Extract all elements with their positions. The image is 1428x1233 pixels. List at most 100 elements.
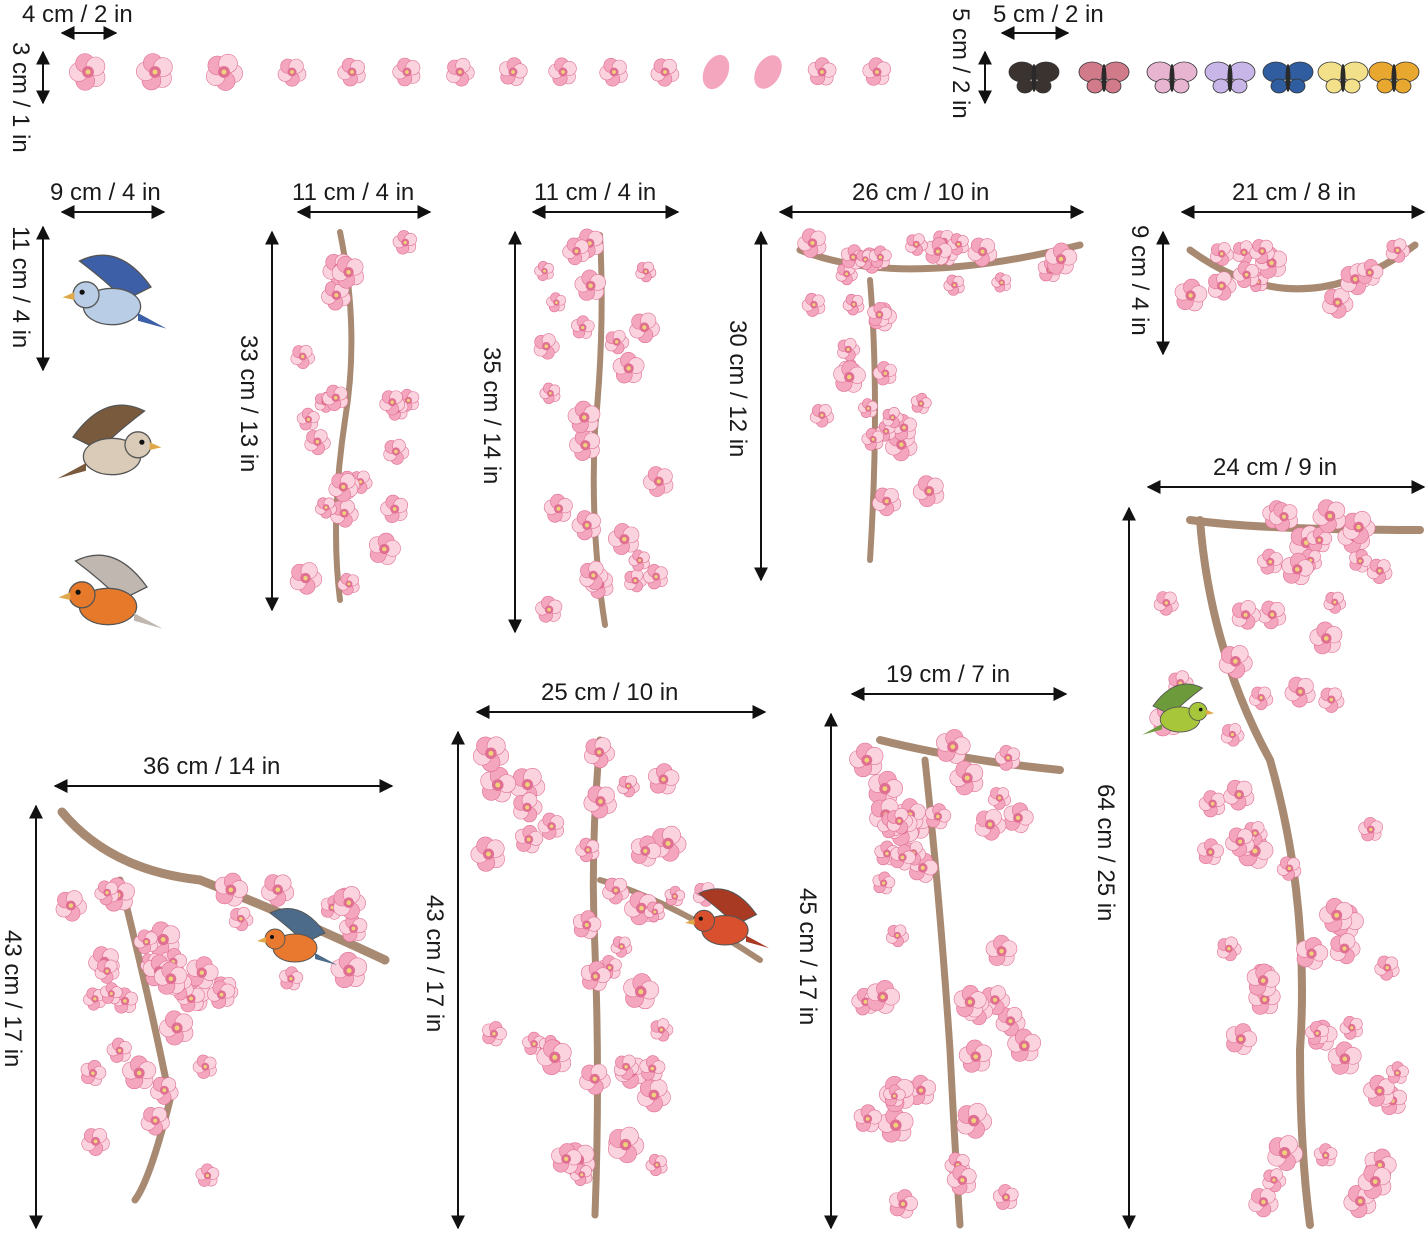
- blossom: [635, 261, 657, 283]
- blossom: [535, 595, 563, 623]
- blossom: [80, 1060, 107, 1086]
- blossom: [861, 427, 884, 451]
- blossom: [1174, 278, 1208, 312]
- loose-petal: [702, 54, 730, 90]
- blossom: [509, 768, 546, 803]
- blossom: [866, 979, 900, 1014]
- blossom: [579, 1063, 611, 1095]
- blossom: [801, 292, 826, 317]
- blossom: [849, 742, 884, 778]
- blossom: [192, 1054, 217, 1079]
- blossom: [877, 1106, 914, 1143]
- blossom: [111, 987, 139, 1014]
- blossom: [575, 837, 600, 863]
- blossom: [624, 568, 648, 593]
- blossom: [607, 1126, 645, 1164]
- blossom: [330, 951, 368, 988]
- blossom: [279, 966, 304, 991]
- blossom: [1349, 549, 1373, 573]
- blossom: [579, 560, 609, 591]
- bird-stickers: [57, 254, 1215, 965]
- blossom: [1262, 1168, 1287, 1193]
- blossom: [991, 272, 1012, 293]
- blossom: [628, 549, 650, 572]
- blossom: [1296, 937, 1329, 970]
- butterfly-icon: [1317, 61, 1369, 94]
- butterfly-icon: [1204, 61, 1256, 94]
- blossom: [304, 429, 331, 456]
- blossom: [905, 233, 928, 256]
- blossom: [890, 844, 916, 871]
- blossom: [1322, 287, 1354, 319]
- blossom: [1363, 1074, 1395, 1107]
- blossom: [140, 1106, 170, 1136]
- blossom: [872, 361, 897, 386]
- blossom: [537, 812, 565, 840]
- petals-width-label: 4 cm / 2 in: [22, 1, 133, 28]
- blossom: [1329, 933, 1361, 965]
- blossom: [383, 438, 410, 465]
- blossom: [613, 1054, 639, 1080]
- blossom: [1257, 548, 1283, 575]
- blossom: [513, 792, 543, 823]
- blossom: [514, 825, 544, 854]
- branch-stem: [1196, 516, 1314, 1229]
- blossom: [953, 985, 987, 1018]
- blossom: [1374, 955, 1400, 981]
- blossom: [610, 936, 633, 958]
- blossom: [1153, 591, 1179, 616]
- blossom: [55, 890, 87, 922]
- finch-icon: [257, 908, 337, 965]
- blossom: [322, 384, 349, 412]
- blossom: [133, 929, 158, 955]
- sparrow-icon: [57, 404, 162, 479]
- blossom: [648, 763, 680, 795]
- blossom: [1223, 779, 1255, 811]
- blossom: [807, 57, 837, 86]
- blossom: [809, 404, 834, 428]
- blossom: [1327, 1041, 1362, 1075]
- blossom: [853, 1104, 882, 1133]
- small-width-label: 21 cm / 8 in: [1232, 179, 1357, 206]
- blossom: [985, 934, 1018, 966]
- blossom: [150, 1076, 179, 1105]
- blossom: [315, 497, 337, 519]
- blossom: [337, 57, 366, 87]
- blossom: [664, 885, 686, 907]
- blossom: [947, 233, 969, 256]
- blossom: [889, 1189, 918, 1219]
- blossom: [797, 228, 827, 258]
- blossom: [1225, 1023, 1258, 1055]
- blossom: [277, 58, 307, 87]
- blossom: [650, 1018, 674, 1042]
- blossom: [650, 58, 680, 87]
- branch-stem: [333, 229, 355, 603]
- blossom: [1045, 242, 1078, 275]
- branch-stem: [1186, 241, 1419, 293]
- yellow-bird-icon: [1142, 683, 1215, 735]
- blossom: [228, 906, 254, 932]
- blossom: [629, 312, 660, 344]
- blossom: [1385, 238, 1410, 263]
- blossom: [882, 406, 904, 429]
- blossom: [1318, 687, 1345, 713]
- blossom: [868, 770, 904, 807]
- blossom: [910, 392, 932, 414]
- blossom: [924, 237, 953, 266]
- blossom: [1220, 723, 1245, 747]
- butterfly-icon: [1078, 61, 1130, 94]
- blossom: [837, 338, 861, 362]
- blossom: [599, 58, 628, 87]
- blossom: [605, 329, 630, 355]
- blossom: [331, 255, 364, 289]
- robin-icon: [58, 554, 163, 629]
- blossom: [94, 880, 119, 906]
- blossom: [912, 475, 945, 508]
- blossom: [337, 573, 360, 596]
- blossom: [1281, 552, 1314, 586]
- blossom: [480, 766, 516, 803]
- blossom: [205, 53, 243, 91]
- blossom: [644, 901, 665, 923]
- blossom: [153, 961, 188, 995]
